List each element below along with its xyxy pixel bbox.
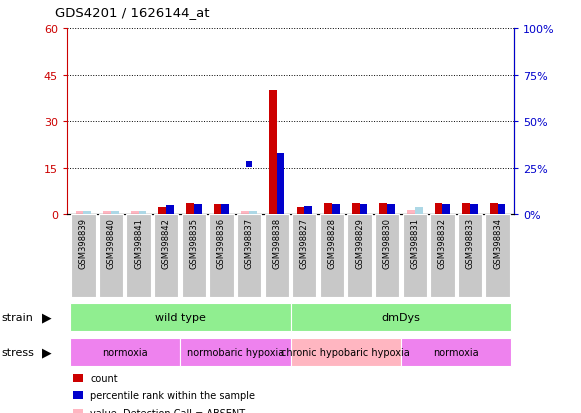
Text: normoxia: normoxia: [433, 347, 479, 357]
Text: GSM398841: GSM398841: [134, 217, 143, 268]
Bar: [375, 215, 399, 297]
Bar: [435, 204, 442, 215]
Bar: [497, 204, 505, 215]
Bar: [76, 211, 84, 215]
Bar: [320, 215, 344, 297]
Text: normoxia: normoxia: [102, 347, 148, 357]
Bar: [352, 204, 360, 215]
Text: GSM398835: GSM398835: [189, 217, 198, 268]
Text: value, Detection Call = ABSENT: value, Detection Call = ABSENT: [90, 408, 245, 413]
Bar: [490, 204, 497, 215]
Text: count: count: [90, 373, 118, 383]
Text: GSM398829: GSM398829: [355, 217, 364, 268]
Bar: [332, 204, 340, 215]
Text: GSM398830: GSM398830: [383, 217, 392, 268]
Bar: [159, 207, 166, 215]
Bar: [470, 204, 478, 215]
Bar: [139, 211, 146, 215]
Bar: [290, 338, 401, 366]
Bar: [127, 215, 150, 297]
Text: GSM398834: GSM398834: [493, 217, 502, 268]
Bar: [442, 204, 450, 215]
Text: GSM398836: GSM398836: [217, 217, 226, 268]
Bar: [387, 204, 395, 215]
Text: GSM398832: GSM398832: [438, 217, 447, 268]
Bar: [182, 215, 206, 297]
Bar: [290, 303, 511, 331]
Text: GSM398827: GSM398827: [300, 217, 309, 268]
Text: ▶: ▶: [42, 346, 52, 358]
Bar: [304, 206, 312, 215]
Bar: [154, 215, 178, 297]
Bar: [292, 215, 317, 297]
Text: strain: strain: [1, 312, 33, 322]
Bar: [458, 215, 482, 297]
Bar: [401, 338, 511, 366]
Text: GSM398833: GSM398833: [465, 217, 475, 268]
Bar: [264, 215, 289, 297]
Bar: [84, 211, 91, 215]
Text: normobaric hypoxia: normobaric hypoxia: [187, 347, 284, 357]
Text: wild type: wild type: [155, 312, 206, 322]
Bar: [241, 211, 249, 215]
Bar: [431, 215, 454, 297]
Bar: [221, 204, 229, 215]
Bar: [131, 211, 139, 215]
Bar: [166, 206, 174, 215]
Bar: [249, 211, 257, 215]
Bar: [486, 215, 510, 297]
Bar: [214, 205, 221, 215]
Bar: [237, 215, 261, 297]
Bar: [462, 204, 470, 215]
Bar: [277, 154, 285, 215]
Text: GSM398842: GSM398842: [162, 217, 171, 268]
Bar: [403, 215, 427, 297]
Bar: [186, 204, 194, 215]
Text: GDS4201 / 1626144_at: GDS4201 / 1626144_at: [55, 6, 210, 19]
Bar: [111, 211, 119, 215]
Bar: [347, 215, 372, 297]
Text: GSM398838: GSM398838: [272, 217, 281, 268]
Text: GSM398839: GSM398839: [79, 217, 88, 268]
Bar: [407, 210, 415, 215]
Bar: [103, 211, 111, 215]
Bar: [324, 204, 332, 215]
Text: chronic hypobaric hypoxia: chronic hypobaric hypoxia: [281, 347, 410, 357]
Text: GSM398828: GSM398828: [328, 217, 336, 268]
Text: GSM398840: GSM398840: [106, 217, 116, 268]
Text: GSM398831: GSM398831: [410, 217, 419, 268]
Bar: [379, 204, 387, 215]
Bar: [209, 215, 234, 297]
Bar: [70, 338, 180, 366]
Bar: [180, 338, 290, 366]
Text: percentile rank within the sample: percentile rank within the sample: [90, 390, 255, 400]
Bar: [70, 303, 290, 331]
Text: ▶: ▶: [42, 311, 52, 323]
Bar: [296, 208, 304, 215]
Text: GSM398837: GSM398837: [245, 217, 253, 268]
Bar: [194, 204, 202, 215]
Bar: [99, 215, 123, 297]
Text: stress: stress: [1, 347, 34, 357]
Bar: [415, 207, 422, 215]
Bar: [269, 91, 277, 215]
Text: dmDys: dmDys: [382, 312, 421, 322]
Bar: [71, 215, 95, 297]
Bar: [360, 204, 367, 215]
